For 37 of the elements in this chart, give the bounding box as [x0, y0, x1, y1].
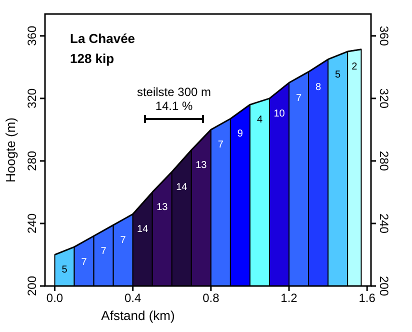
y-tick-label: 240	[25, 213, 39, 234]
x-axis-title: Afstand (km)	[101, 308, 175, 323]
text: La Chavée	[70, 31, 136, 46]
y-tick-label: 320	[25, 88, 39, 108]
series-label: 7	[120, 235, 126, 246]
x-tick-label: 1.2	[280, 291, 298, 305]
series-label: 2	[352, 62, 358, 73]
series-label: 5	[335, 69, 342, 80]
y2-tick-label: 320	[377, 88, 391, 109]
series-label: 14	[176, 182, 188, 193]
x-tick-label: 0.4	[124, 291, 142, 305]
series-label: 7	[296, 92, 302, 104]
annotation: steilste 300 m	[136, 85, 212, 99]
y2-tick-label: 360	[377, 26, 391, 46]
series-label: 10	[274, 108, 286, 120]
series-label: 9	[237, 128, 244, 140]
x-tick-label: 0.0	[46, 291, 64, 305]
series-label: 8	[316, 82, 322, 93]
y2-tick-label: 240	[377, 213, 391, 234]
y2-tick-label: 280	[377, 150, 391, 172]
y-axis-title: Hoogte (m)	[3, 117, 18, 183]
series-label: 5	[62, 264, 68, 276]
y2-tick-label: 200	[377, 276, 391, 296]
series-label: 7	[218, 140, 224, 151]
series-label: 14	[137, 224, 149, 236]
text: 128 kip	[70, 51, 114, 66]
x-tick-label: 1.6	[358, 291, 376, 305]
series-label: 13	[156, 202, 168, 214]
y-tick-label: 280	[25, 150, 39, 171]
series-label: 7	[100, 246, 107, 257]
series-label: 4	[256, 114, 263, 126]
series-label: 13	[196, 160, 208, 171]
y-tick-label: 200	[25, 276, 39, 296]
x-tick-label: 0.8	[202, 291, 220, 305]
series-label: 7	[81, 256, 88, 268]
y-tick-label: 360	[25, 26, 39, 46]
annotation: 14.1 %	[155, 99, 194, 113]
